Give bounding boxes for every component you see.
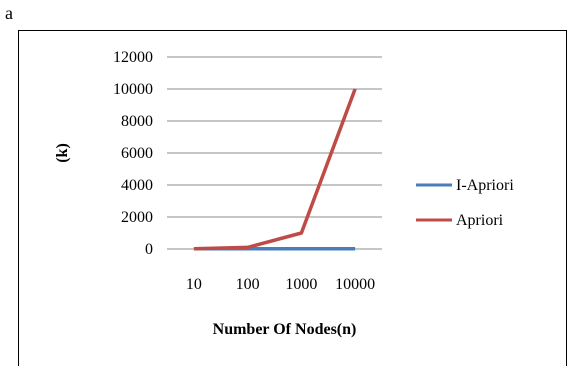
series-lines — [193, 88, 357, 251]
y-tick-label: 2000 — [121, 209, 153, 226]
x-tick-label: 100 — [236, 276, 260, 293]
y-tick-label: 8000 — [121, 113, 153, 130]
panel-label: a — [5, 3, 13, 23]
legend-label: Apriori — [456, 212, 504, 229]
x-tick-labels: 10 100 1000 10000 — [186, 276, 375, 293]
x-axis-title: Number Of Nodes(n) — [213, 321, 357, 338]
y-tick-label: 6000 — [121, 145, 153, 162]
chart-frame — [18, 30, 567, 366]
x-tick-label: 1000 — [285, 276, 317, 293]
gridlines — [167, 56, 382, 250]
y-tick-label: 4000 — [121, 177, 153, 194]
legend-label: I-Apriori — [456, 177, 514, 194]
y-tick-label: 10000 — [113, 81, 153, 98]
legend: I-Apriori Apriori — [416, 177, 514, 229]
y-axis-title: (k) — [54, 143, 71, 163]
x-tick-label: 10000 — [335, 276, 375, 293]
y-tick-label: 0 — [145, 241, 153, 258]
series-line-apriori — [193, 88, 357, 251]
y-tick-label: 12000 — [113, 49, 153, 66]
x-tick-label: 10 — [186, 276, 202, 293]
y-tick-labels: 0 2000 4000 6000 8000 10000 12000 — [113, 49, 153, 258]
